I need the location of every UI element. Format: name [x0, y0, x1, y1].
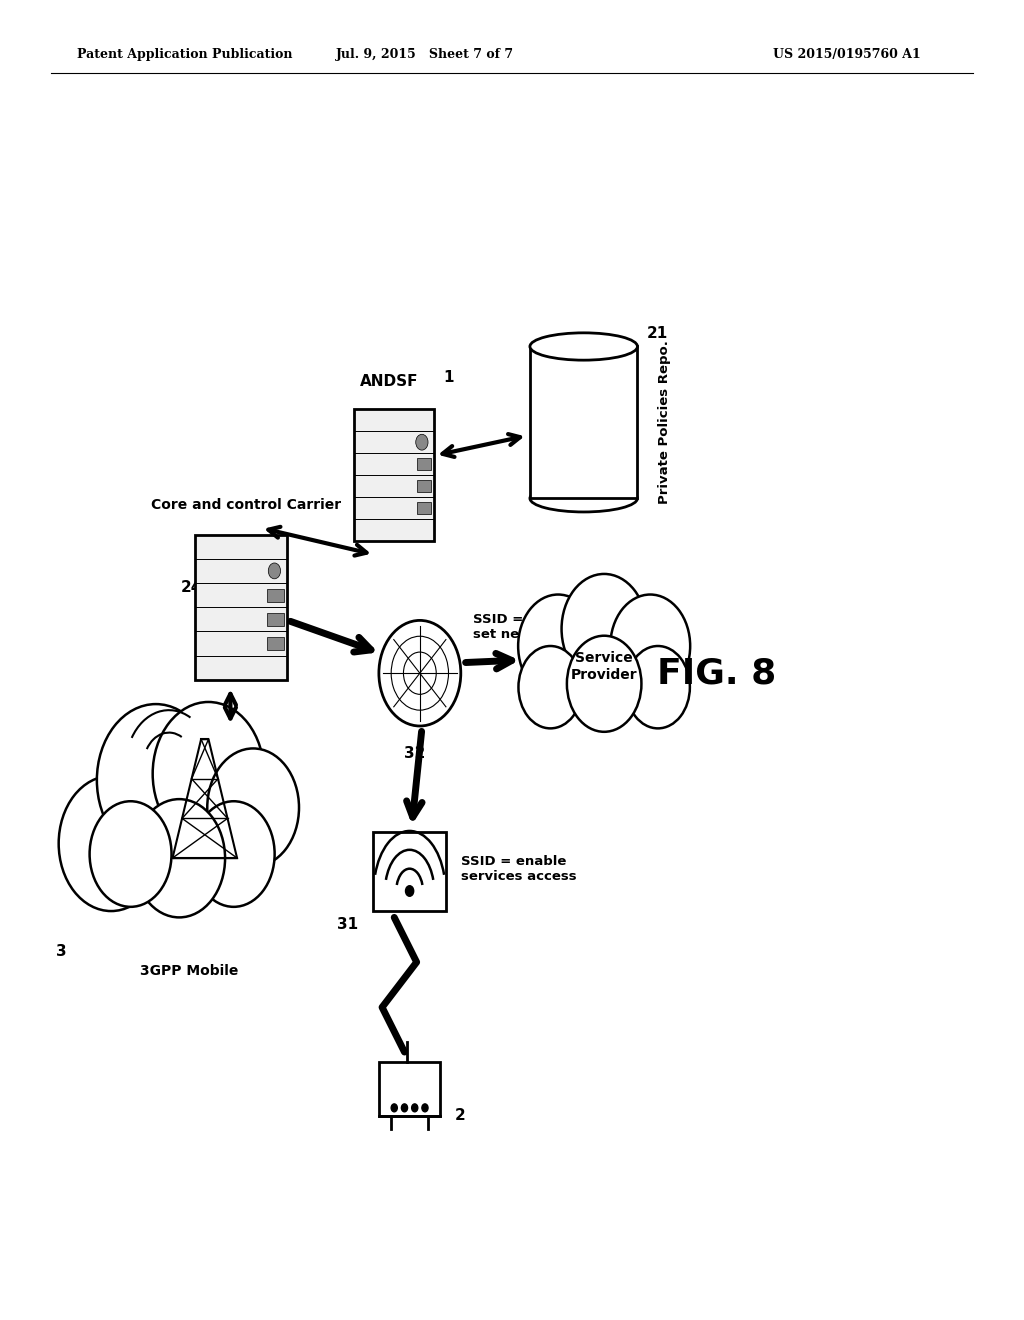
- FancyBboxPatch shape: [267, 612, 284, 626]
- Circle shape: [153, 702, 264, 846]
- Text: SSID = enable
set new conf.: SSID = enable set new conf.: [473, 612, 579, 642]
- FancyBboxPatch shape: [530, 346, 637, 498]
- Circle shape: [97, 704, 215, 857]
- Text: 1: 1: [443, 371, 454, 385]
- FancyBboxPatch shape: [267, 589, 284, 602]
- Text: 24: 24: [181, 579, 203, 595]
- Text: Patent Application Publication: Patent Application Publication: [77, 48, 292, 61]
- Circle shape: [518, 594, 598, 697]
- Circle shape: [610, 594, 690, 697]
- Text: US 2015/0195760 A1: US 2015/0195760 A1: [773, 48, 921, 61]
- Ellipse shape: [530, 484, 637, 512]
- Text: SSID=user:policies: SSID=user:policies: [578, 363, 590, 474]
- FancyBboxPatch shape: [417, 458, 431, 470]
- FancyBboxPatch shape: [354, 409, 434, 541]
- Circle shape: [193, 801, 274, 907]
- Text: Jul. 9, 2015   Sheet 7 of 7: Jul. 9, 2015 Sheet 7 of 7: [336, 48, 514, 61]
- FancyBboxPatch shape: [417, 503, 431, 515]
- Text: 3GPP Mobile: 3GPP Mobile: [140, 964, 239, 978]
- Text: 21: 21: [647, 326, 669, 341]
- Circle shape: [626, 645, 690, 729]
- FancyBboxPatch shape: [373, 832, 446, 911]
- Circle shape: [133, 799, 225, 917]
- Text: SSID = enable
services access: SSID = enable services access: [461, 854, 577, 883]
- Text: Core and control Carrier: Core and control Carrier: [151, 498, 341, 512]
- Circle shape: [401, 1104, 408, 1111]
- FancyBboxPatch shape: [417, 480, 431, 492]
- Ellipse shape: [530, 333, 637, 360]
- Circle shape: [518, 645, 583, 729]
- Circle shape: [268, 562, 281, 578]
- Text: Service
Provider: Service Provider: [570, 652, 638, 681]
- FancyBboxPatch shape: [267, 638, 284, 651]
- Circle shape: [561, 574, 647, 684]
- Circle shape: [422, 1104, 428, 1111]
- Circle shape: [379, 620, 461, 726]
- Circle shape: [58, 776, 164, 911]
- Circle shape: [406, 886, 414, 896]
- Circle shape: [90, 801, 172, 907]
- Circle shape: [416, 434, 428, 450]
- FancyBboxPatch shape: [195, 535, 287, 680]
- Text: 31: 31: [337, 917, 358, 932]
- Text: ANDSF: ANDSF: [359, 375, 419, 389]
- Circle shape: [391, 1104, 397, 1111]
- Text: 3: 3: [56, 944, 67, 958]
- Circle shape: [207, 748, 299, 867]
- Text: Private Policies Repo.: Private Policies Repo.: [658, 341, 672, 504]
- Text: 32: 32: [404, 746, 425, 760]
- Circle shape: [567, 636, 641, 731]
- Text: 2: 2: [455, 1107, 465, 1123]
- FancyBboxPatch shape: [379, 1063, 440, 1115]
- Text: FIG. 8: FIG. 8: [657, 656, 776, 690]
- Circle shape: [412, 1104, 418, 1111]
